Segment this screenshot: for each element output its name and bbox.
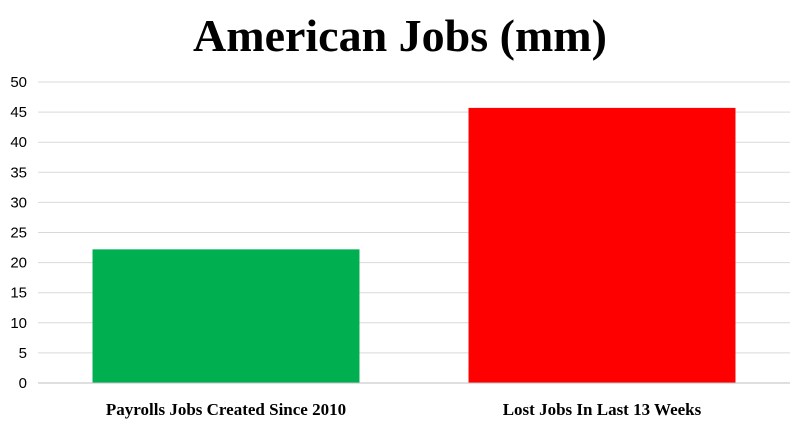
y-tick-label: 45: [10, 104, 27, 121]
y-axis-ticks: 0 5 10 15 20 25 30 35 40 45 50: [10, 74, 27, 392]
y-tick-label: 25: [10, 225, 27, 242]
y-tick-label: 5: [19, 345, 27, 362]
y-tick-label: 15: [10, 285, 27, 302]
x-axis-labels: Payrolls Jobs Created Since 2010 Lost Job…: [106, 400, 702, 419]
chart-title: American Jobs (mm): [193, 10, 607, 61]
bar-1: [92, 249, 360, 383]
y-tick-label: 35: [10, 164, 27, 181]
y-tick-label: 50: [10, 74, 27, 91]
category-label: Payrolls Jobs Created Since 2010: [106, 400, 346, 419]
y-tick-label: 30: [10, 194, 27, 211]
y-tick-label: 20: [10, 255, 27, 272]
bar-2: [468, 107, 736, 384]
bars: [92, 107, 736, 384]
y-tick-label: 40: [10, 134, 27, 151]
y-tick-label: 10: [10, 315, 27, 332]
category-label: Lost Jobs In Last 13 Weeks: [503, 400, 702, 419]
y-tick-label: 0: [19, 375, 27, 392]
